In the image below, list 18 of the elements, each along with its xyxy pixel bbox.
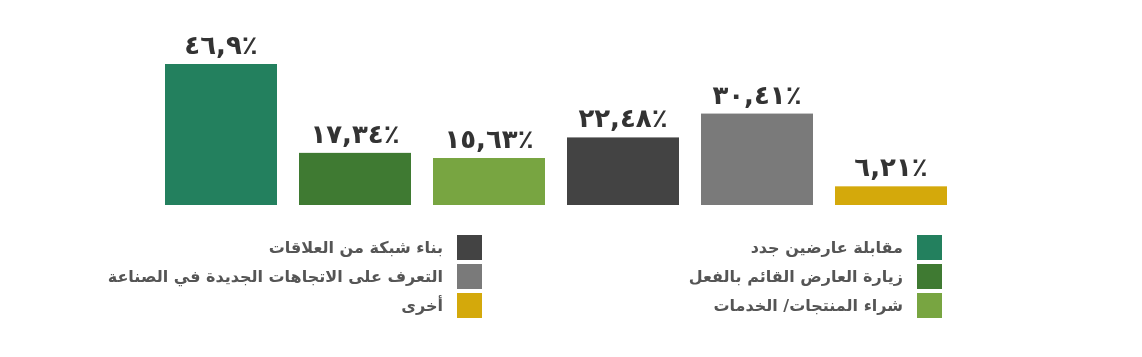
legend-label: مقابلة عارضين جدد [750, 238, 903, 257]
data-label: ٣٠,٤١٪ [712, 79, 802, 110]
bar [165, 64, 277, 205]
data-label: ٢٢,٤٨٪ [578, 103, 668, 134]
legend-label: بناء شبكة من العلاقات [268, 238, 443, 257]
legend-label: زيارة العارض القائم بالفعل [688, 267, 903, 286]
data-label: ١٥,٦٣٪ [444, 124, 534, 155]
bar [701, 113, 813, 205]
bar [567, 137, 679, 205]
legend-label: أخرى [401, 296, 443, 315]
data-label: ٤٦,٩٪ [184, 30, 258, 60]
legend-label: التعرف على الاتجاهات الجديدة في الصناعة [107, 267, 443, 286]
bar [299, 152, 411, 205]
data-label: ٦,٢١٪ [854, 152, 928, 183]
legend-label: شراء المنتجات/ الخدمات [713, 296, 903, 315]
bar [433, 158, 545, 205]
data-label: ١٧,٣٤٪ [310, 118, 400, 149]
bar [835, 186, 947, 205]
